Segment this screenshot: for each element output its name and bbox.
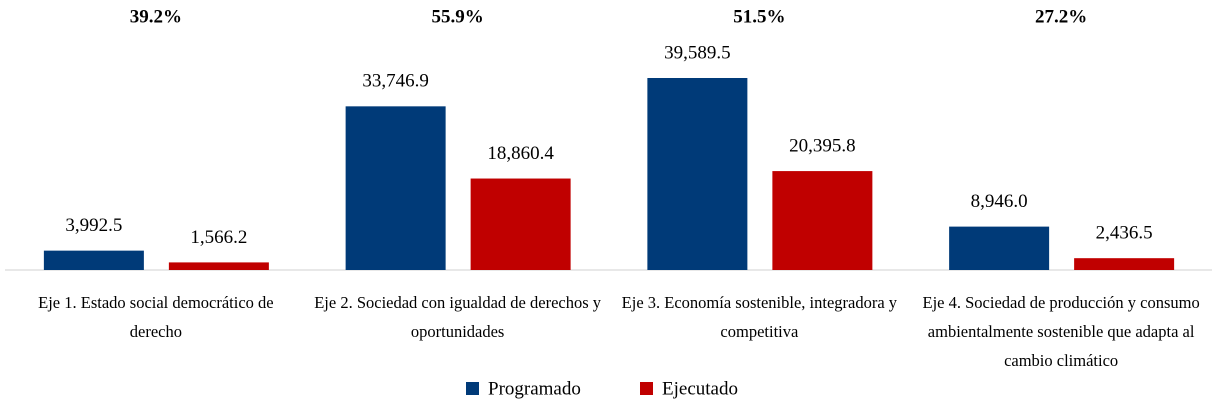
legend-label: Programado: [488, 378, 581, 399]
bar: [1074, 258, 1175, 270]
bar: [345, 106, 446, 271]
group-percent: 51.5%: [733, 6, 785, 27]
bar: [949, 226, 1050, 270]
value-label: 1,566.2: [190, 227, 247, 248]
value-label: 20,395.8: [789, 135, 856, 156]
x-tick-label: Eje 1. Estado social democrático de dere…: [38, 293, 274, 341]
value-label: 39,589.5: [664, 42, 731, 63]
value-label: 33,746.9: [362, 71, 429, 92]
bar: [470, 178, 571, 270]
value-label: 8,946.0: [971, 191, 1028, 212]
group-percent: 55.9%: [432, 6, 484, 27]
x-tick-label: Eje 2. Sociedad con igualdad de derechos…: [314, 293, 602, 341]
group-percent: 27.2%: [1035, 6, 1087, 27]
legend-label: Ejecutado: [662, 378, 738, 399]
bar: [647, 78, 748, 270]
bar: [168, 262, 269, 270]
x-tick-label: Eje 3. Economía sostenible, integradora …: [621, 293, 898, 341]
x-tick-label: Eje 4. Sociedad de producción y consumo …: [922, 293, 1200, 370]
legend-swatch: [466, 382, 479, 395]
legend-swatch: [640, 382, 653, 395]
value-label: 18,860.4: [487, 143, 554, 164]
bar: [43, 250, 144, 270]
group-percent: 39.2%: [130, 6, 182, 27]
value-label: 3,992.5: [65, 215, 122, 236]
bar: [772, 171, 873, 270]
value-label: 2,436.5: [1096, 223, 1153, 244]
